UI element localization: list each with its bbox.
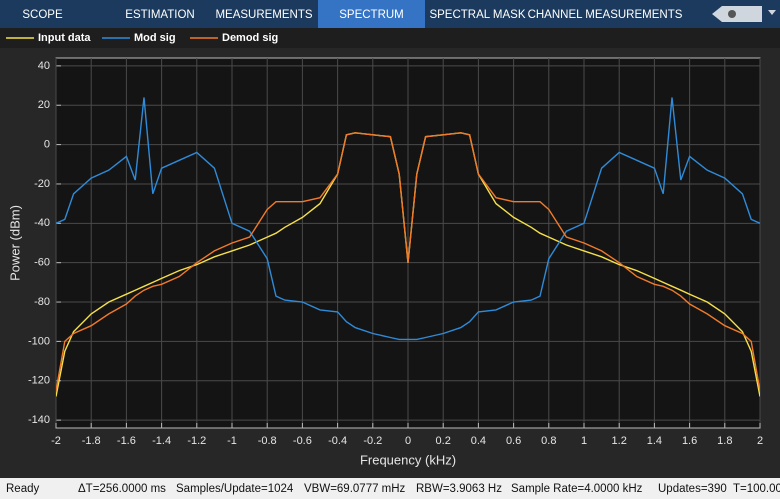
x-tick-label: 0.8: [541, 435, 556, 447]
y-tick-label: -80: [34, 296, 50, 308]
y-tick-label: -60: [34, 257, 50, 269]
status-field: Sample Rate=4.0000 kHz: [511, 483, 643, 495]
legend-label[interactable]: Demod sig: [222, 32, 278, 44]
tab[interactable]: ESTIMATION: [125, 9, 194, 21]
x-axis-label: Frequency (kHz): [360, 452, 456, 467]
collapse-icon[interactable]: [712, 6, 722, 22]
x-tick-label: -1.2: [187, 435, 206, 447]
series-line: [56, 132, 760, 391]
status-bar: [0, 478, 780, 499]
x-tick-label: -0.8: [258, 435, 277, 447]
x-tick-label: 1.6: [682, 435, 697, 447]
x-tick-label: 1.4: [647, 435, 662, 447]
x-tick-label: 0.2: [436, 435, 451, 447]
y-tick-label: 0: [44, 139, 50, 151]
selected-tab: [318, 0, 425, 28]
legend-bar: [0, 28, 780, 48]
x-tick-label: -0.2: [363, 435, 382, 447]
status-field: Updates=390: [658, 483, 727, 495]
x-tick-label: -1.8: [82, 435, 101, 447]
x-tick-label: 2: [757, 435, 763, 447]
tab[interactable]: MEASUREMENTS: [215, 9, 312, 21]
legend-label[interactable]: Input data: [38, 32, 91, 44]
y-tick-label: -40: [34, 217, 50, 229]
tab[interactable]: SPECTRAL MASK: [429, 9, 525, 21]
gear-icon[interactable]: [728, 10, 736, 18]
status-field: Samples/Update=1024: [176, 483, 294, 495]
status-field: ΔT=256.0000 ms: [78, 483, 166, 495]
x-tick-label: 1.8: [717, 435, 732, 447]
tab[interactable]: SCOPE: [22, 9, 63, 21]
x-tick-label: 1.2: [612, 435, 627, 447]
y-tick-label: 40: [38, 60, 50, 72]
y-tick-label: 20: [38, 99, 50, 111]
x-tick-label: 1: [581, 435, 587, 447]
x-tick-label: -0.4: [328, 435, 347, 447]
x-tick-label: 0.4: [471, 435, 486, 447]
legend-label[interactable]: Mod sig: [134, 32, 176, 44]
x-tick-label: 0: [405, 435, 411, 447]
x-tick-label: -0.6: [293, 435, 312, 447]
x-tick-label: -2: [51, 435, 61, 447]
x-tick-label: 0.6: [506, 435, 521, 447]
status-field: RBW=3.9063 Hz: [416, 483, 502, 495]
dropdown-icon[interactable]: [768, 10, 776, 15]
status-field: T=100.00: [733, 483, 780, 495]
y-tick-label: -140: [28, 414, 50, 426]
status-field: VBW=69.0777 mHz: [304, 483, 406, 495]
y-tick-label: -100: [28, 335, 50, 347]
series-line: [56, 97, 760, 341]
x-tick-label: -1: [227, 435, 237, 447]
tab[interactable]: SPECTRUM: [339, 9, 404, 21]
y-tick-label: -120: [28, 375, 50, 387]
y-tick-label: -20: [34, 178, 50, 190]
status-field: Ready: [6, 483, 39, 495]
x-tick-label: -1.6: [117, 435, 136, 447]
tab[interactable]: CHANNEL MEASUREMENTS: [528, 9, 683, 21]
x-tick-label: -1.4: [152, 435, 171, 447]
y-axis-label: Power (dBm): [7, 205, 22, 281]
